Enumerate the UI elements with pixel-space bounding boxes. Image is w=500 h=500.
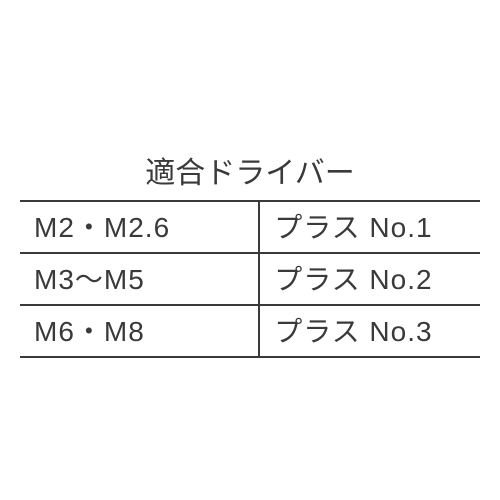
table-row: M6・M8 プラス No.3 (20, 305, 480, 357)
size-cell: M3～M5 (20, 253, 259, 305)
table-row: M2・M2.6 プラス No.1 (20, 201, 480, 253)
driver-cell: プラス No.2 (259, 253, 480, 305)
page-root: 適合ドライバー M2・M2.6 プラス No.1 M3～M5 プラス No.2 … (0, 0, 500, 500)
driver-cell: プラス No.3 (259, 305, 480, 357)
table-header-row: 適合ドライバー (20, 142, 480, 201)
size-cell: M2・M2.6 (20, 201, 259, 253)
table-row: M3～M5 プラス No.2 (20, 253, 480, 305)
compat-driver-table: 適合ドライバー M2・M2.6 プラス No.1 M3～M5 プラス No.2 … (20, 142, 480, 358)
table-title: 適合ドライバー (20, 142, 480, 201)
size-cell: M6・M8 (20, 305, 259, 357)
driver-cell: プラス No.1 (259, 201, 480, 253)
